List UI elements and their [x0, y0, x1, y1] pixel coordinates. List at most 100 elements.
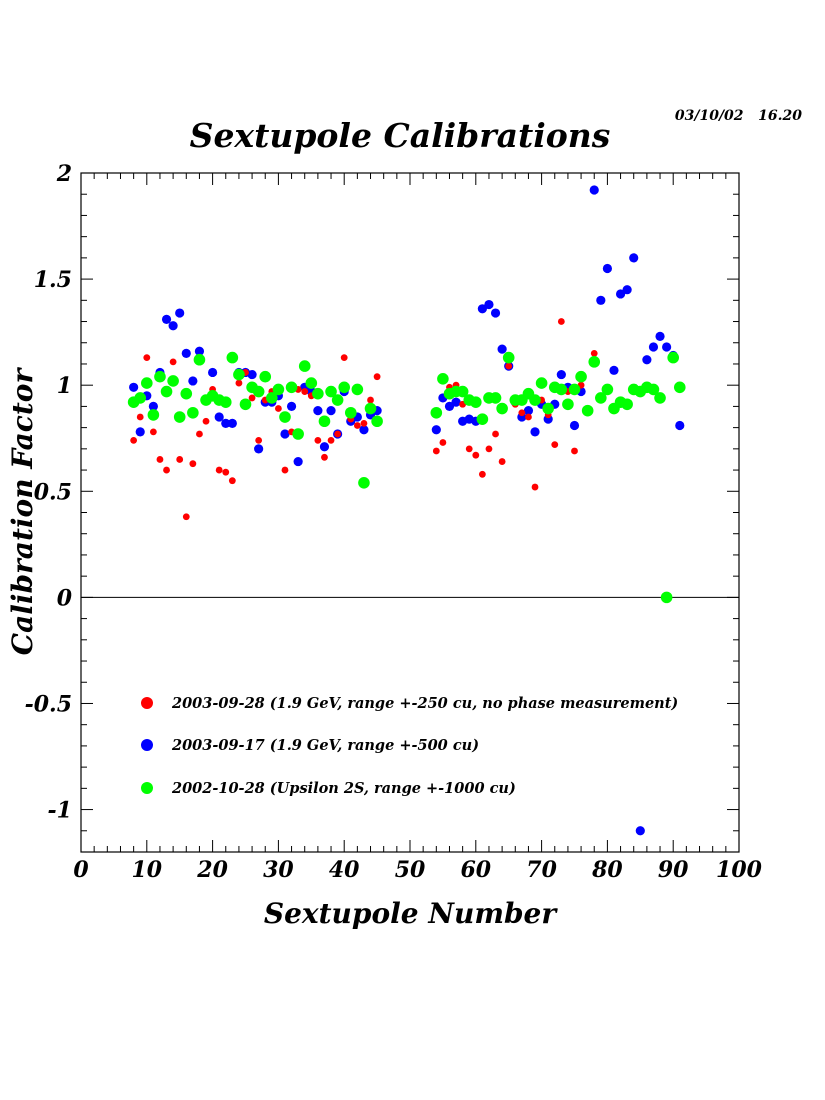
data-point	[437, 373, 449, 385]
data-point	[439, 439, 447, 446]
x-tick-label: 90	[658, 857, 689, 883]
legend-label: 2003-09-17 (1.9 GeV, range +-500 cu)	[171, 737, 479, 754]
data-point	[367, 396, 374, 404]
data-point	[226, 351, 239, 364]
data-point	[588, 356, 601, 368]
data-point	[484, 299, 494, 310]
data-point	[239, 398, 252, 411]
data-point	[266, 392, 278, 404]
data-point	[596, 295, 606, 305]
data-point	[293, 456, 303, 467]
data-point	[129, 382, 139, 392]
data-point	[569, 420, 580, 431]
data-point	[331, 394, 344, 406]
data-point	[301, 388, 309, 395]
data-point	[305, 377, 318, 389]
data-point	[321, 453, 328, 461]
data-point	[358, 476, 370, 489]
data-point	[312, 387, 324, 400]
data-point	[648, 342, 659, 352]
data-point	[147, 409, 160, 421]
legend-marker	[141, 739, 153, 751]
data-point	[219, 396, 232, 408]
data-point	[601, 383, 614, 396]
data-point	[551, 441, 559, 448]
data-point	[130, 436, 138, 444]
x-tick-label: 20	[196, 857, 228, 883]
plot-frame	[80, 172, 740, 853]
data-point	[193, 353, 206, 366]
timestamp: 03/10/02 16.20	[675, 108, 802, 124]
x-tick-label: 30	[263, 857, 294, 883]
y-tick-label: 0.5	[34, 479, 72, 505]
y-tick-label: 1	[57, 373, 72, 399]
data-point	[272, 383, 285, 396]
data-point	[196, 430, 203, 438]
data-point	[189, 460, 197, 468]
data-point	[215, 466, 223, 474]
data-point	[542, 402, 554, 415]
chart-title: Sextupole Calibrations	[190, 116, 611, 155]
data-point	[673, 381, 686, 394]
data-point	[492, 430, 499, 438]
data-point	[279, 411, 291, 423]
data-point	[275, 405, 282, 412]
data-point	[222, 468, 230, 476]
y-tick-labels: -1 -0.5 0 0.5 1 1.5 2	[25, 161, 73, 824]
data-point	[557, 318, 565, 325]
data-point	[590, 349, 598, 357]
legend-marker	[141, 697, 153, 709]
data-point	[655, 331, 665, 341]
data-point	[360, 419, 368, 427]
data-point	[154, 370, 166, 383]
x-tick-label: 40	[329, 857, 360, 883]
legend-label: 2003-09-28 (1.9 GeV, range +-250 cu, no …	[171, 695, 678, 712]
data-point	[167, 375, 179, 387]
data-point	[136, 413, 144, 421]
data-point	[470, 396, 482, 408]
data-point	[602, 263, 613, 274]
data-point	[182, 513, 190, 521]
data-point	[622, 285, 632, 295]
data-point	[228, 477, 236, 485]
data-point	[334, 430, 342, 438]
data-point	[160, 385, 173, 398]
data-point	[629, 253, 639, 263]
data-point	[430, 406, 443, 419]
data-point	[292, 428, 304, 440]
x-tick-label: 80	[591, 857, 623, 883]
data-point	[371, 415, 383, 428]
x-tick-label: 0	[73, 857, 89, 883]
data-point	[575, 370, 587, 383]
data-point	[187, 406, 199, 419]
data-point	[456, 385, 469, 398]
data-point	[235, 379, 243, 387]
data-point	[562, 398, 574, 411]
data-point	[364, 402, 377, 415]
data-point	[280, 429, 290, 439]
data-point	[161, 314, 172, 325]
data-point	[529, 394, 541, 406]
data-point	[635, 826, 645, 836]
data-point	[675, 420, 685, 431]
data-point	[259, 370, 272, 383]
data-point	[518, 409, 526, 417]
data-points	[127, 185, 686, 836]
data-point	[555, 383, 568, 396]
data-point	[313, 406, 323, 416]
data-point	[568, 383, 581, 396]
data-point	[477, 304, 487, 314]
y-tick-label: -0.5	[25, 691, 72, 717]
data-point	[173, 411, 186, 423]
x-tick-label: 70	[526, 857, 557, 883]
data-point	[654, 392, 666, 404]
data-point	[175, 308, 185, 318]
data-point	[525, 413, 532, 421]
data-point	[359, 425, 369, 435]
data-point	[373, 373, 381, 381]
data-point	[208, 367, 218, 378]
data-point	[489, 392, 502, 404]
data-point	[556, 369, 566, 380]
data-point	[496, 402, 508, 415]
